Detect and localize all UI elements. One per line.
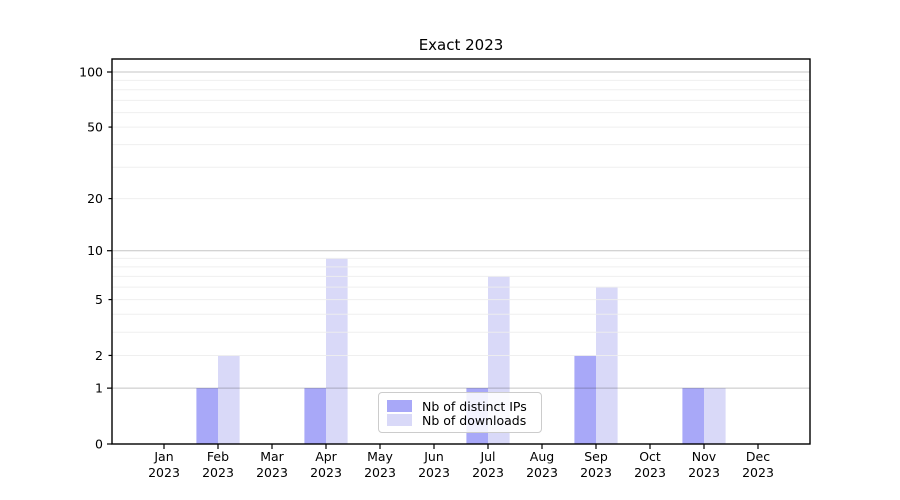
bar-distinct-ips-nov [682,388,704,444]
legend-swatch [387,414,412,426]
axes-spines [111,58,811,445]
x-tick-label-month: Jan [153,449,173,464]
x-tick-label-year: 2023 [256,465,288,480]
bar-downloads-sep [596,287,618,444]
y-tick-label: 50 [87,120,103,135]
legend-label: Nb of downloads [422,412,527,428]
x-tick-label-month: Feb [207,449,229,464]
bar-downloads-nov [704,388,726,444]
x-tick-label-year: 2023 [688,465,720,480]
x-tick-label-month: Aug [530,449,554,464]
y-tick-label: 10 [87,243,103,258]
y-tick-label: 2 [95,348,103,363]
y-tick-label: 1 [95,381,103,396]
x-tick-label-month: May [367,449,393,464]
bar-distinct-ips-apr [304,388,326,444]
x-tick-label-month: Sep [584,449,608,464]
x-tick-label-year: 2023 [526,465,558,480]
x-tick-label-month: Dec [746,449,770,464]
x-tick-label-month: Apr [315,449,337,464]
bar-distinct-ips-sep [574,355,596,444]
x-tick-label-month: Oct [639,449,661,464]
y-tick-label: 20 [87,191,103,206]
bar-downloads-apr [326,258,348,444]
chart-title: Exact 2023 [418,36,504,54]
x-tick-label-year: 2023 [742,465,774,480]
y-tick-label: 100 [79,65,103,80]
legend-label: Nb of distinct IPs [422,398,527,414]
legend: Nb of distinct IPs Nb of downloads [378,392,542,433]
y-tick-label: 0 [95,437,103,452]
x-tick-label-year: 2023 [364,465,396,480]
x-tick-label-year: 2023 [580,465,612,480]
bar-distinct-ips-feb [196,388,218,444]
legend-item-downloads: Nb of downloads [387,412,532,428]
bar-downloads-feb [218,355,240,444]
x-tick-label-year: 2023 [202,465,234,480]
legend-item-distinct-ips: Nb of distinct IPs [387,398,532,414]
x-tick-label-year: 2023 [472,465,504,480]
y-tick-label: 5 [95,292,103,307]
x-tick-label-year: 2023 [148,465,180,480]
x-tick-label-month: Nov [692,449,717,464]
legend-swatch [387,400,412,412]
x-tick-label-year: 2023 [310,465,342,480]
x-tick-label-month: Jun [423,449,444,464]
x-tick-label-year: 2023 [634,465,666,480]
x-tick-label-month: Mar [260,449,284,464]
x-tick-label-month: Jul [479,449,495,464]
x-tick-label-year: 2023 [418,465,450,480]
